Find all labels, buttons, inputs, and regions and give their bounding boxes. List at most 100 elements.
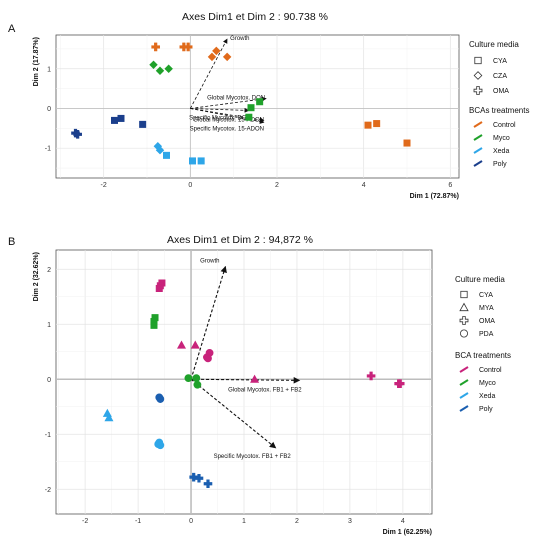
x-tick-label: 2: [275, 182, 279, 189]
legend-shape-key: [459, 302, 469, 312]
data-point-poly: [189, 472, 198, 482]
legend-shape-label: MYA: [479, 305, 494, 312]
data-point-myco: [164, 64, 173, 73]
y-tick-label: -2: [45, 487, 51, 494]
vector-label: Global Mycotox. DON: [207, 96, 265, 102]
x-tick-label: -2: [82, 518, 88, 525]
y-tick-label: 1: [47, 66, 51, 73]
data-point-xeda: [197, 157, 205, 165]
data-point-control: [222, 52, 232, 62]
legend-shape-label: OMA: [479, 318, 495, 325]
data-point-xeda: [155, 145, 165, 155]
data-point-poly: [111, 116, 119, 124]
data-points: [102, 279, 405, 489]
legend-color-key: [459, 392, 469, 399]
legend-shape-key: [460, 290, 468, 299]
legend: Culture media CYA CZA OMA BCAs treatments Con…: [469, 40, 529, 168]
legend-color-label: Poly: [479, 406, 493, 413]
legend-color-key: [473, 121, 483, 128]
legend-shape-key: [473, 71, 483, 80]
variable-vectors: Growth Global Mycotox. FB1 + FB2 Specific …: [190, 259, 302, 460]
panel-label: B: [8, 236, 15, 248]
legend-shape-key: [474, 56, 482, 65]
data-point-control: [155, 284, 163, 292]
chart-panel-B: B Axes Dim1 et Dim 2 : 94,872 % -2 -1 0 1 2 3 4 -…: [8, 234, 511, 536]
data-point-myco: [192, 374, 201, 383]
panel-label: A: [8, 23, 16, 35]
data-point-control: [151, 42, 160, 52]
legend-color-label: Xeda: [493, 148, 509, 155]
x-tick-label: 4: [362, 182, 366, 189]
x-tick-label: -2: [101, 182, 107, 189]
data-point-myco: [150, 321, 158, 329]
legend-shape-title: Culture media: [469, 40, 519, 49]
data-point-control: [395, 379, 405, 388]
vector-label: Growth: [200, 259, 219, 265]
data-point-control: [207, 52, 217, 62]
data-point-control: [177, 340, 187, 349]
legend-shape-label: PDA: [479, 331, 494, 338]
data-point-poly: [203, 479, 213, 489]
data-point-control: [250, 374, 260, 383]
x-tick-label: 1: [242, 518, 246, 525]
y-tick-label: 1: [47, 322, 51, 329]
legend-shape-key: [459, 316, 469, 325]
legend-color-label: Xeda: [479, 393, 495, 400]
legend: Culture media CYA MYA OMA PDA BCA treatments C…: [455, 275, 511, 413]
legend-color-label: Myco: [479, 380, 496, 387]
data-point-myco: [184, 374, 193, 383]
data-point-control: [403, 139, 411, 147]
y-tick-label: 2: [47, 267, 51, 274]
y-axis-label: Dim 2 (17.87%): [33, 37, 40, 86]
data-point-myco: [245, 113, 253, 121]
y-tick-label: 0: [47, 106, 51, 113]
x-tick-label: 0: [188, 182, 192, 189]
data-point-control: [373, 120, 381, 128]
legend-color-key: [473, 160, 483, 167]
vector-arrow: [191, 376, 301, 384]
data-point-poly: [156, 395, 165, 403]
data-point-xeda: [189, 157, 197, 165]
chart-panel-A: A Axes Dim1 et Dim 2 : 90.738 % -2 0 2 4 6 -1 0 1…: [8, 11, 529, 200]
data-point-control: [204, 354, 212, 363]
x-tick-label: -1: [135, 518, 141, 525]
vector-arrow: [190, 378, 277, 449]
vector-label: Specific Mycotox. DON: [189, 115, 251, 121]
data-point-control: [364, 121, 372, 129]
data-point-myco: [193, 380, 202, 389]
y-tick-label: 0: [47, 377, 51, 384]
data-point-xeda: [104, 413, 114, 422]
data-point-poly: [139, 120, 147, 128]
chart-title: Axes Dim1 et Dim 2 : 90.738 %: [182, 11, 328, 23]
data-point-control: [183, 42, 193, 52]
data-points: [71, 42, 411, 165]
data-point-myco: [256, 98, 264, 106]
data-point-poly: [117, 114, 125, 122]
data-point-myco: [155, 66, 165, 75]
legend-color-key: [459, 366, 469, 373]
data-point-xeda: [163, 151, 171, 159]
chart-title: Axes Dim1 et Dim 2 : 94,872 %: [167, 234, 313, 246]
y-axis-label: Dim 2 (32.62%): [33, 252, 40, 301]
legend-shape-label: CYA: [479, 292, 493, 299]
legend-color-key: [459, 379, 469, 386]
legend-shape-key: [473, 86, 483, 95]
legend-color-key: [473, 147, 483, 154]
legend-color-label: Myco: [493, 135, 510, 142]
data-point-poly: [194, 473, 204, 483]
vector-label: Growth: [230, 36, 249, 42]
data-point-myco: [247, 104, 255, 112]
legend-color-key: [459, 405, 469, 412]
vector-arrow: [190, 96, 267, 109]
plot-frame: [55, 34, 460, 179]
vector-label: Global Mycotox. 15-ADON: [193, 117, 264, 123]
legend-shape-label: CYA: [493, 58, 507, 65]
x-tick-label: 0: [189, 518, 193, 525]
x-tick-label: 2: [295, 518, 299, 525]
vector-arrow: [189, 38, 228, 109]
vector-label: Specific Mycotox. FB1 + FB2: [214, 454, 292, 460]
data-point-poly: [73, 130, 82, 139]
data-point-control: [212, 46, 221, 56]
x-axis-label: Dim 1 (62.25%): [383, 529, 432, 536]
legend-shape-label: CZA: [493, 73, 507, 80]
